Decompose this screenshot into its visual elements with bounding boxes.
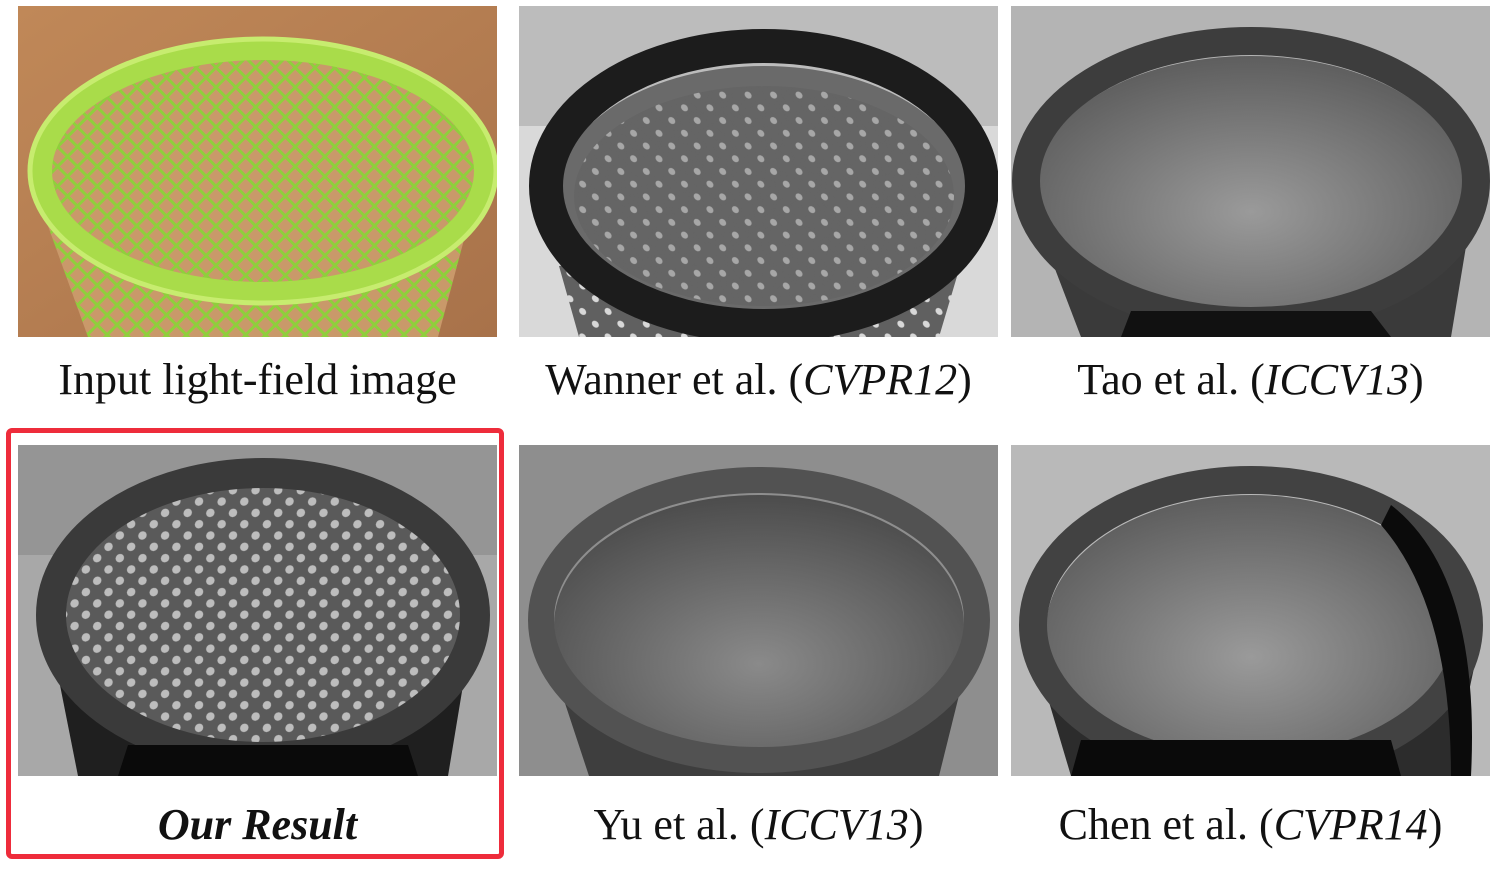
caption-chen: Chen et al. (CVPR14) [1001,803,1500,847]
closing-paren: ) [1409,355,1424,404]
venue-text: ICCV13 [1264,355,1410,404]
caption-text: Input light-field image [58,355,457,404]
caption-tao: Tao et al. (ICCV13) [1001,358,1500,402]
caption-our-result: Our Result [18,803,497,847]
caption-text: Yu et al. ( [593,800,765,849]
caption-text: Tao et al. ( [1077,355,1265,404]
caption-text: Our Result [157,800,358,849]
venue-text: CVPR14 [1273,800,1428,849]
closing-paren: ) [908,800,924,849]
yu-depth-map [519,445,998,776]
caption-yu: Yu et al. (ICCV13) [509,803,1008,847]
closing-paren: ) [1427,800,1443,849]
result-highlight-frame [6,428,504,859]
wanner-depth-map [519,6,998,337]
caption-text: Wanner et al. ( [545,355,804,404]
venue-text: CVPR12 [803,355,958,404]
caption-text: Chen et al. ( [1058,800,1274,849]
our-result-depth-map [18,445,497,776]
closing-paren: ) [957,355,972,404]
tao-depth-map [1011,6,1490,337]
caption-wanner: Wanner et al. (CVPR12) [509,358,1008,402]
venue-text: ICCV13 [764,800,909,849]
caption-input: Input light-field image [18,358,497,402]
chen-depth-map [1011,445,1490,776]
input-light-field-photo [18,6,497,337]
